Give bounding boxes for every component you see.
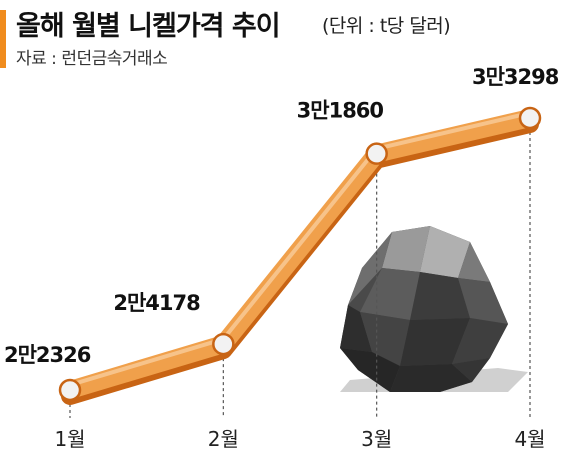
value-labels: 2만2326 2만4178 3만1860 3만3298 (4, 65, 560, 367)
rock-facet (452, 358, 490, 382)
x-axis-labels: 1월 2월 3월 4월 (54, 427, 545, 451)
rock-facet (410, 272, 470, 320)
rock-facet (400, 318, 470, 366)
point-markers (58, 106, 542, 402)
price-line-body (61, 109, 539, 399)
point-marker (365, 142, 388, 165)
x-tick-label: 4월 (514, 427, 545, 451)
month-guide-lines (69, 126, 531, 418)
x-tick-label: 3월 (361, 427, 392, 451)
value-label: 2만2326 (4, 343, 91, 367)
x-tick-label: 2월 (208, 427, 239, 451)
rock-facet (360, 268, 420, 320)
title-accent-bar (0, 10, 6, 68)
x-tick-label: 1월 (54, 427, 85, 451)
rock-facet (458, 242, 490, 282)
value-label: 2만4178 (113, 291, 200, 315)
value-label: 3만1860 (297, 99, 384, 123)
chart-title: 올해 월별 니켈가격 추이 (16, 11, 281, 42)
rock-facet (458, 278, 508, 324)
point-marker (212, 332, 235, 356)
source-label: 자료 : 런던금속거래소 (16, 49, 168, 69)
price-line-highlight (68, 111, 532, 387)
rock-facet (340, 305, 372, 352)
point-marker (58, 378, 82, 402)
rock-facet (420, 226, 470, 278)
value-label: 3만3298 (472, 65, 559, 89)
rock-facet (340, 348, 400, 392)
rock-facet (348, 232, 392, 305)
rock-facet (452, 318, 508, 364)
point-marker (518, 106, 542, 130)
nickel-ore-illustration (340, 226, 528, 392)
rock-facet (382, 226, 430, 272)
unit-label: (단위 : t당 달러) (322, 15, 451, 37)
rock-facet (390, 364, 472, 392)
price-line (61, 109, 539, 405)
rock-facet (360, 312, 410, 366)
